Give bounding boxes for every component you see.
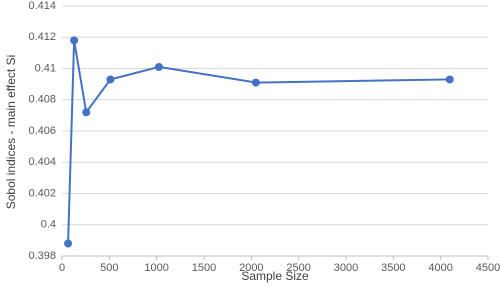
y-tick-label: 0.404 — [28, 156, 56, 168]
y-tick-label: 0.406 — [28, 125, 56, 137]
x-tick-label: 3000 — [334, 262, 358, 274]
y-tick-label: 0.414 — [28, 0, 56, 12]
y-tick-label: 0.408 — [28, 94, 56, 106]
point — [64, 239, 73, 248]
x-tick-label: 4500 — [476, 262, 500, 274]
point — [70, 36, 79, 45]
point — [251, 78, 260, 87]
x-tick-label: 1000 — [144, 262, 168, 274]
y-tick-label: 0.398 — [28, 250, 56, 262]
y-tick-label: 0.41 — [35, 62, 56, 74]
x-axis-title: Sample Size — [241, 269, 309, 283]
point — [445, 75, 454, 84]
x-tick-label: 2000 — [239, 262, 263, 274]
series-line — [67, 40, 450, 244]
point — [106, 75, 115, 84]
point — [154, 62, 163, 71]
x-tick-label: 0 — [59, 262, 65, 274]
x-tick-label: 4000 — [428, 262, 452, 274]
y-tick-label: 0.412 — [28, 31, 56, 43]
x-tick-label: 2500 — [286, 262, 310, 274]
point — [82, 108, 91, 117]
y-tick-label: 0.402 — [28, 187, 56, 199]
y-tick-label: 0.4 — [41, 219, 56, 231]
x-tick-label: 1500 — [192, 262, 216, 274]
x-tick-label: 3500 — [381, 262, 405, 274]
y-axis-title: Sobol indices - main effect Si — [4, 55, 18, 210]
x-tick-label: 500 — [100, 262, 118, 274]
